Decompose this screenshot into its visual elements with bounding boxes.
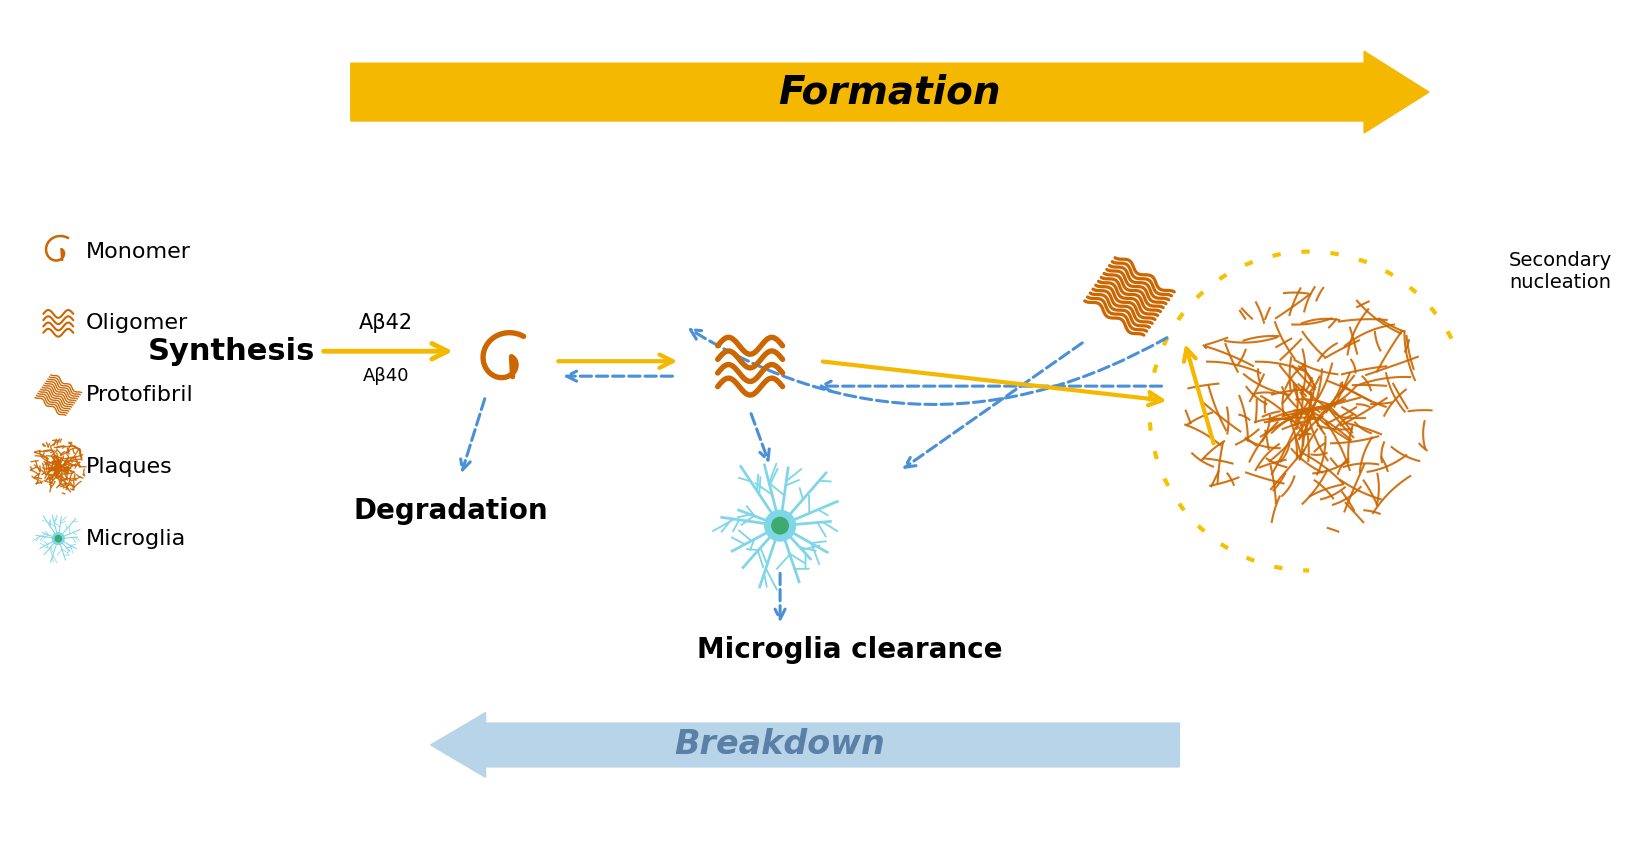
- Circle shape: [771, 517, 788, 534]
- Text: Protofibril: Protofibril: [86, 386, 193, 405]
- Text: Oligomer: Oligomer: [86, 313, 188, 334]
- FancyArrow shape: [431, 712, 1180, 777]
- Text: Degradation: Degradation: [354, 497, 548, 525]
- Circle shape: [53, 533, 64, 545]
- Text: Microglia clearance: Microglia clearance: [697, 637, 1003, 665]
- Text: Formation: Formation: [778, 73, 1001, 111]
- Text: Aβ40: Aβ40: [362, 367, 410, 386]
- Text: Synthesis: Synthesis: [147, 337, 314, 366]
- Circle shape: [55, 535, 61, 542]
- Text: Monomer: Monomer: [86, 242, 192, 261]
- Text: Microglia: Microglia: [86, 528, 187, 549]
- Text: Aβ42: Aβ42: [358, 313, 413, 334]
- Text: Secondary
nucleation: Secondary nucleation: [1508, 251, 1612, 292]
- Text: Plaques: Plaques: [86, 457, 173, 477]
- Circle shape: [765, 511, 796, 541]
- Text: Breakdown: Breakdown: [674, 728, 885, 762]
- FancyArrow shape: [350, 51, 1429, 133]
